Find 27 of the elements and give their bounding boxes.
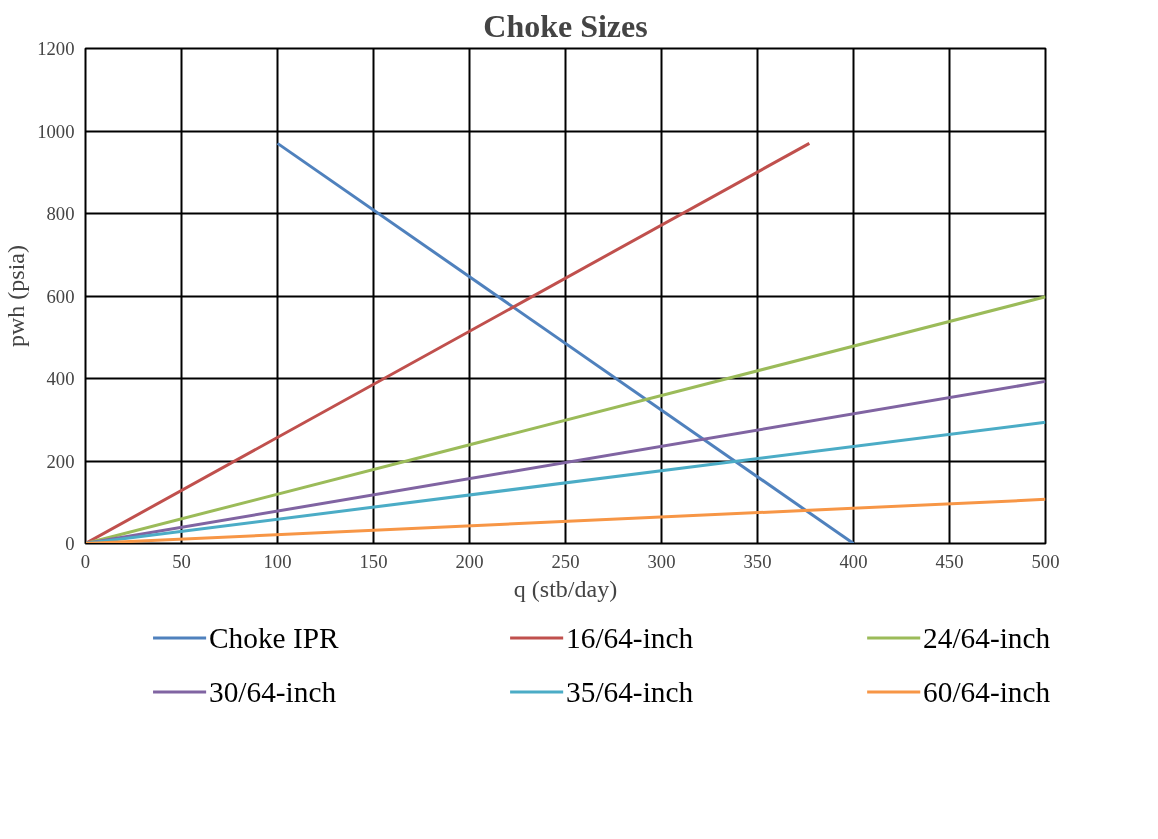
x-tick-label: 250 <box>551 550 580 572</box>
y-tick-label: 1200 <box>37 38 75 59</box>
y-tick-label: 1000 <box>37 120 75 142</box>
legend-label: Choke IPR <box>209 622 339 655</box>
y-tick-label: 0 <box>65 533 75 554</box>
x-tick-label: 400 <box>839 550 868 572</box>
x-tick-label: 150 <box>359 550 388 572</box>
y-axis-title: pwh (psia) <box>3 245 30 347</box>
legend-label: 16/64-inch <box>566 622 694 655</box>
y-tick-label: 600 <box>46 285 75 307</box>
x-axis-title: q (stb/day) <box>513 575 618 602</box>
y-tick-label: 800 <box>46 203 75 224</box>
x-tick-label: 350 <box>743 550 772 572</box>
x-tick-label: 450 <box>935 550 964 572</box>
x-tick-label: 100 <box>263 550 292 572</box>
legend-label: 24/64-inch <box>923 622 1051 655</box>
chart-title: Choke Sizes <box>483 7 648 44</box>
x-tick-label: 0 <box>80 550 91 572</box>
legend-label: 60/64-inch <box>923 676 1051 709</box>
x-tick-label: 500 <box>1031 550 1060 572</box>
x-tick-label: 300 <box>647 550 676 572</box>
legend-label: 30/64-inch <box>209 676 337 709</box>
legend-label: 35/64-inch <box>566 676 694 709</box>
x-tick-label: 200 <box>455 550 484 572</box>
x-tick-label: 50 <box>172 550 191 572</box>
y-tick-label: 200 <box>46 450 75 472</box>
y-tick-label: 400 <box>46 368 75 389</box>
